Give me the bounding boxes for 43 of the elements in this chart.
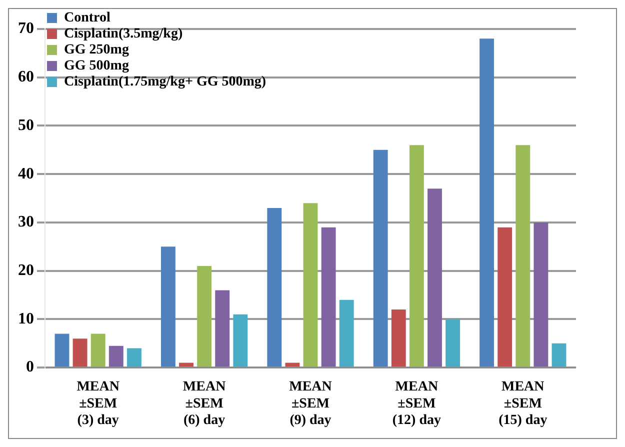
legend-label: Cisplatin(1.75mg/kg+ GG 500mg)	[64, 74, 266, 90]
x-tick-label: MEAN ±SEM (12) day	[392, 380, 442, 428]
bar	[54, 334, 70, 367]
bar	[285, 362, 300, 367]
bar	[373, 150, 388, 367]
bar	[303, 203, 318, 367]
bar	[90, 334, 106, 367]
bar	[339, 300, 354, 367]
bar	[179, 362, 194, 367]
x-tick-label: MEAN ±SEM (3) day	[76, 380, 120, 428]
legend-label: Cisplatin(3.5mg/kg)	[64, 26, 183, 42]
bar	[409, 145, 424, 367]
bar	[197, 266, 212, 367]
legend-label: Control	[64, 10, 111, 26]
legend-label: GG 250mg	[64, 42, 129, 58]
y-tick-label: 70	[18, 20, 34, 38]
y-tick-label: 30	[18, 214, 34, 231]
bar	[72, 338, 88, 367]
bar	[267, 208, 282, 367]
x-tick-label: MEAN ±SEM (15) day	[498, 380, 548, 428]
bar	[480, 38, 494, 367]
x-tick-label: MEAN ±SEM (9) day	[289, 380, 332, 428]
bar	[108, 346, 124, 367]
y-tick-label: 60	[18, 68, 34, 86]
y-tick-label: 0	[26, 358, 34, 376]
x-tick-label: MEAN ±SEM (6) day	[182, 380, 226, 428]
bar	[160, 246, 176, 367]
legend-label: GG 500mg	[64, 58, 129, 74]
y-tick-label: 50	[18, 116, 34, 134]
bar	[321, 227, 336, 367]
bar	[428, 188, 442, 367]
bar	[552, 343, 566, 367]
bar	[233, 314, 248, 367]
bar	[391, 310, 406, 367]
bar	[516, 145, 530, 367]
bar	[215, 290, 230, 367]
bar	[498, 227, 512, 367]
bar	[126, 348, 142, 367]
bar	[446, 319, 460, 367]
y-tick-label: 40	[18, 165, 34, 182]
bar	[534, 222, 548, 367]
y-tick-label: 20	[18, 262, 34, 279]
y-tick-label: 10	[18, 310, 34, 328]
